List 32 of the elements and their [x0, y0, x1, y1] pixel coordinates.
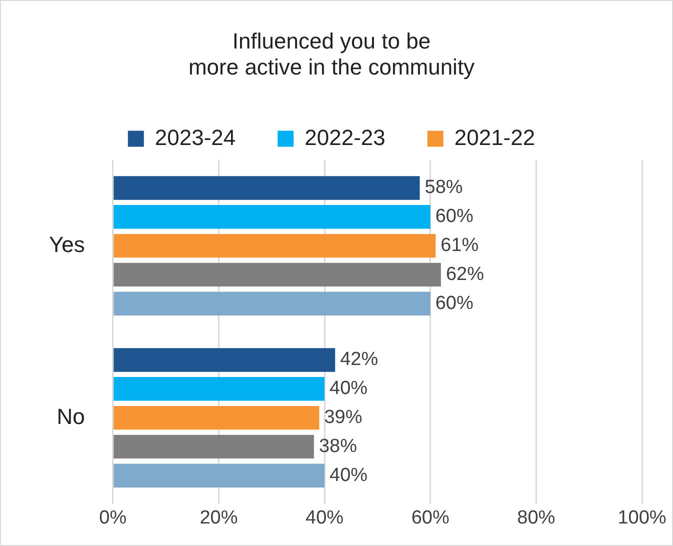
data-label: 60%: [435, 292, 474, 314]
data-label: 60%: [435, 206, 474, 228]
bar: [114, 464, 325, 488]
x-tick-label: 60%: [411, 507, 450, 528]
x-tick-label: 100%: [618, 507, 666, 528]
x-tick-label: 0%: [99, 507, 127, 528]
data-label: 58%: [424, 177, 463, 198]
legend-label: 2022-23: [304, 124, 386, 150]
bar: [114, 205, 430, 229]
data-label: 38%: [318, 436, 358, 457]
x-tick-label: 80%: [517, 507, 556, 528]
data-label: 42%: [340, 349, 378, 370]
data-label: 61%: [440, 235, 479, 256]
bar: [114, 234, 436, 258]
bar: [114, 377, 325, 401]
data-label: 62%: [446, 264, 484, 285]
data-label: 39%: [324, 407, 362, 428]
bar: [114, 292, 430, 316]
data-label: 40%: [330, 378, 368, 400]
x-tick-label: 40%: [306, 507, 344, 528]
chart-title: Influenced you to be more active in the community: [188, 28, 475, 80]
bar: [114, 262, 441, 287]
legend-label: 2023-24: [154, 124, 236, 150]
data-label: 40%: [330, 464, 368, 486]
bar: [114, 406, 320, 430]
legend-label: 2021-22: [454, 124, 536, 150]
y-tick-label: No: [56, 404, 85, 429]
y-tick-label: Yes: [49, 232, 85, 257]
bar: [114, 348, 336, 372]
bar: [114, 176, 420, 200]
bar: [114, 434, 314, 459]
x-tick-label: 20%: [200, 507, 238, 528]
